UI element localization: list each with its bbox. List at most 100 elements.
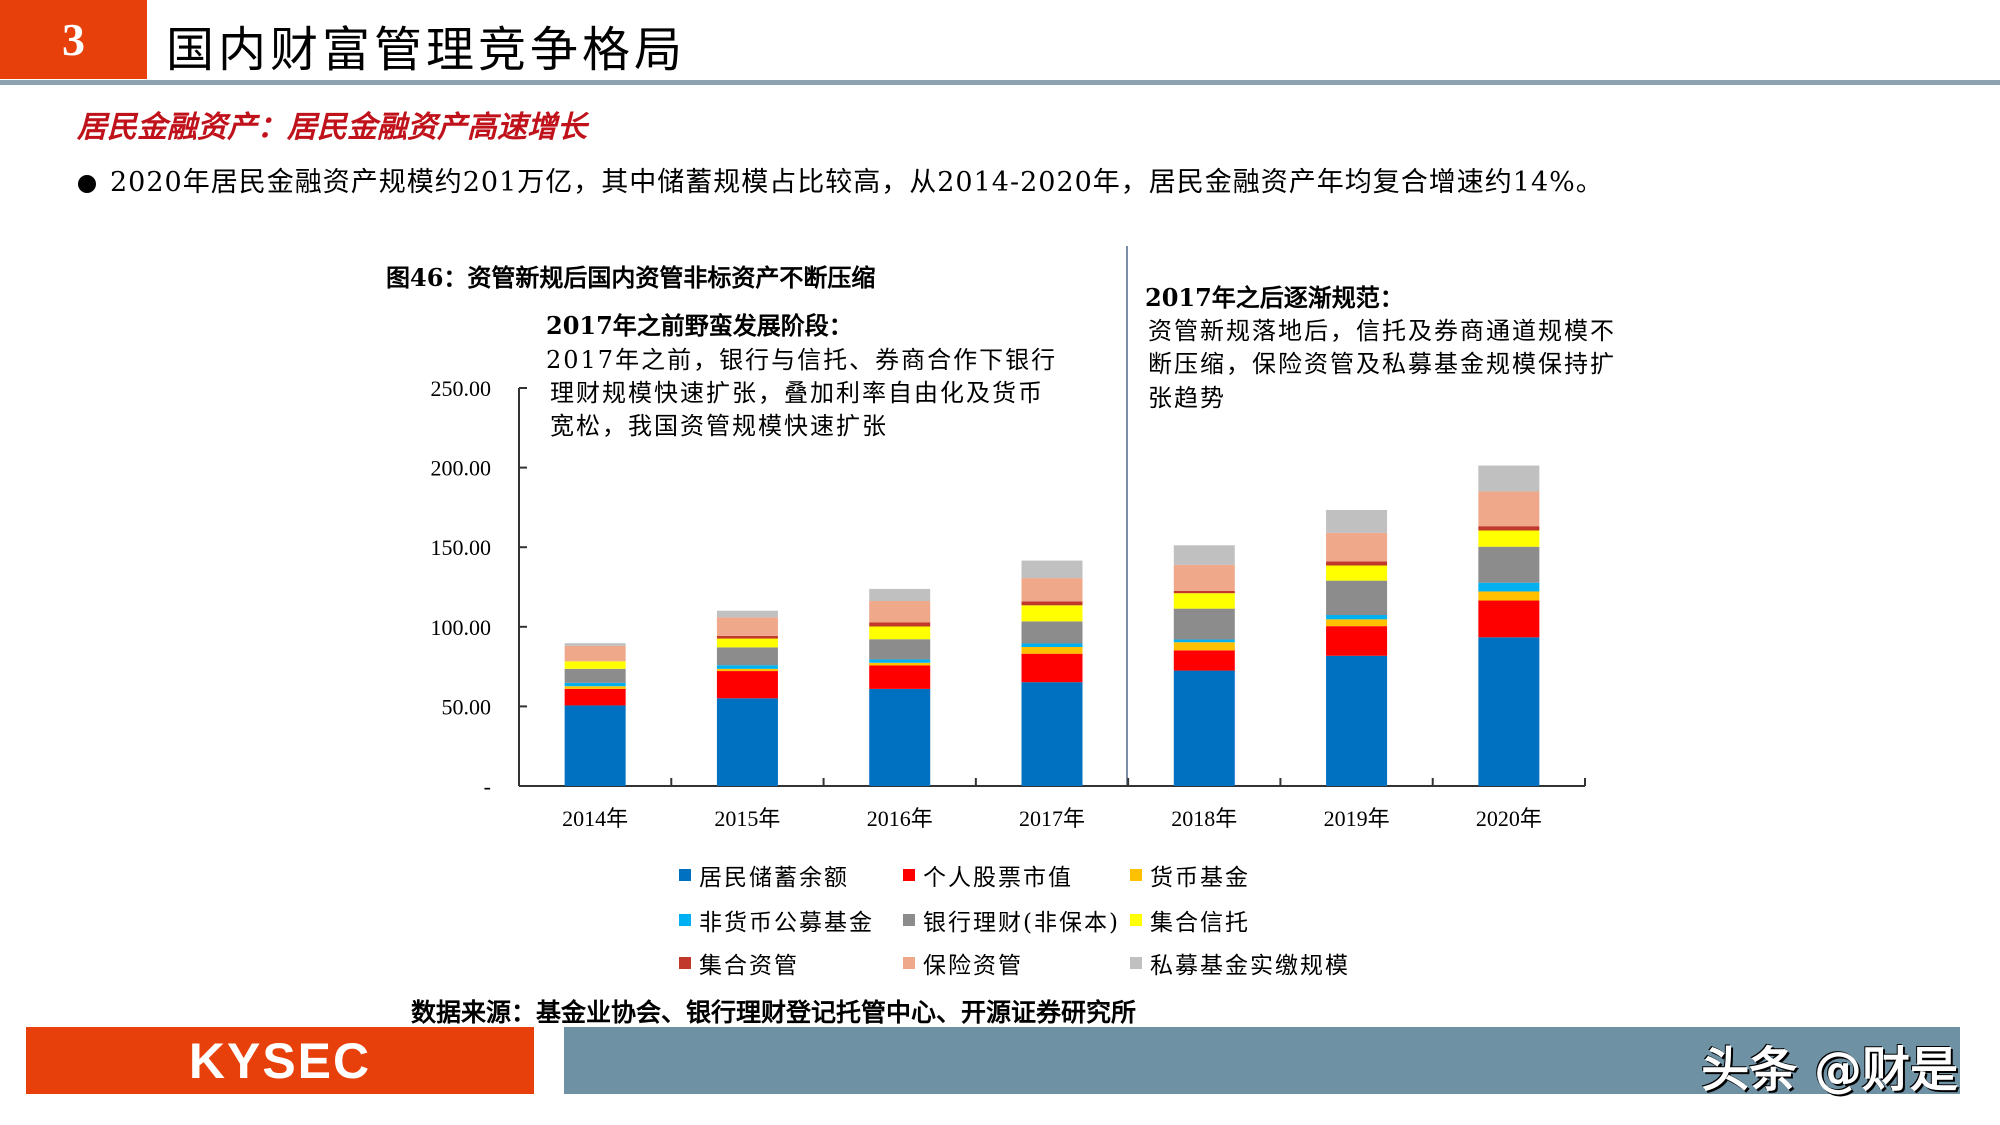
bar-segment bbox=[1326, 615, 1388, 620]
x-tick-label: 2014年 bbox=[562, 806, 628, 831]
legend-item: 集合信托 bbox=[1130, 903, 1250, 937]
bar-segment bbox=[1478, 591, 1540, 601]
legend-swatch bbox=[903, 869, 915, 881]
bullet-icon bbox=[78, 174, 96, 193]
annotation-right-line: 断压缩，保险资管及私募基金规模保持扩 bbox=[1148, 350, 1616, 378]
bar-segment bbox=[1173, 670, 1235, 786]
legend-label: 货币基金 bbox=[1150, 865, 1250, 891]
bar-segment bbox=[1326, 580, 1388, 616]
bar-segment bbox=[869, 601, 931, 623]
annotation-left-line: 宽松，我国资管规模快速扩张 bbox=[550, 412, 888, 440]
bar-segment bbox=[564, 682, 626, 687]
bar-segment bbox=[869, 665, 931, 689]
watermark: 头条 @财是 bbox=[1701, 1042, 1958, 1098]
x-tick-label: 2016年 bbox=[867, 806, 933, 831]
bar-segment bbox=[1173, 639, 1235, 643]
period-divider-line bbox=[1126, 246, 1128, 786]
bar-segment bbox=[1326, 532, 1388, 562]
annotation-right-line: 资管新规落地后，信托及券商通道规模不 bbox=[1148, 317, 1616, 345]
bar-segment bbox=[716, 668, 778, 672]
bar-segment bbox=[716, 647, 778, 666]
section-subtitle: 居民金融资产：居民金融资产高速增长 bbox=[77, 110, 587, 145]
bar-segment bbox=[564, 686, 626, 689]
bar-segment bbox=[564, 668, 626, 683]
bar-segment bbox=[1173, 590, 1235, 594]
legend-swatch bbox=[679, 914, 691, 926]
bar-segment bbox=[1021, 647, 1083, 654]
annotation-right-title: 2017年之后逐渐规范： bbox=[1145, 283, 1404, 312]
x-tick-label: 2019年 bbox=[1324, 806, 1390, 831]
bar-segment bbox=[1326, 509, 1388, 533]
legend-label: 保险资管 bbox=[923, 953, 1023, 979]
bullet-text: 2020年居民金融资产规模约201万亿，其中储蓄规模占比较高，从2014-202… bbox=[110, 167, 1604, 198]
y-tick-label: 250.00 bbox=[431, 376, 492, 401]
bar-segment bbox=[869, 622, 931, 627]
bar-segment bbox=[869, 639, 931, 660]
bar-segment bbox=[1173, 593, 1235, 609]
data-source: 数据来源：基金业协会、银行理财登记托管中心、开源证券研究所 bbox=[411, 998, 1137, 1027]
bar-segment bbox=[1173, 564, 1235, 591]
header-divider bbox=[0, 80, 2000, 85]
section-number: 3 bbox=[0, 0, 147, 79]
legend-item: 集合资管 bbox=[679, 946, 799, 980]
bar-segment bbox=[1021, 653, 1083, 683]
bar-segment bbox=[1173, 608, 1235, 640]
bar-segment bbox=[716, 671, 778, 699]
legend-label: 个人股票市值 bbox=[923, 865, 1073, 891]
bar-segment bbox=[716, 665, 778, 669]
bar-segment bbox=[1021, 621, 1083, 644]
legend-swatch bbox=[679, 957, 691, 969]
bar-segment bbox=[716, 638, 778, 648]
kysec-logo: KYSEC bbox=[26, 1027, 534, 1094]
legend-item: 个人股票市值 bbox=[903, 858, 1073, 892]
legend-item: 私募基金实缴规模 bbox=[1130, 946, 1350, 980]
bullet-point: 2020年居民金融资产规模约201万亿，其中储蓄规模占比较高，从2014-202… bbox=[78, 160, 1604, 199]
legend-label: 私募基金实缴规模 bbox=[1150, 953, 1350, 979]
legend-swatch bbox=[679, 869, 691, 881]
bar-segment bbox=[1021, 601, 1083, 606]
bar-segment bbox=[716, 610, 778, 618]
bar-segment bbox=[1021, 560, 1083, 579]
y-tick-label: 150.00 bbox=[431, 535, 492, 560]
legend-item: 居民储蓄余额 bbox=[679, 858, 849, 892]
annotation-right-line: 张趋势 bbox=[1148, 384, 1226, 412]
legend-swatch bbox=[1130, 869, 1142, 881]
bar-segment bbox=[1173, 642, 1235, 651]
bar-segment bbox=[1326, 565, 1388, 581]
annotation-left-line: 2017年之前，银行与信托、券商合作下银行 bbox=[546, 346, 1058, 374]
x-tick-label: 2018年 bbox=[1171, 806, 1237, 831]
bar-segment bbox=[869, 688, 931, 786]
y-tick-label: - bbox=[484, 774, 491, 799]
bar-segment bbox=[1478, 491, 1540, 527]
bar-segment bbox=[564, 705, 626, 786]
legend-label: 集合资管 bbox=[699, 953, 799, 979]
annotation-left-line: 理财规模快速扩张，叠加利率自由化及货币 bbox=[550, 379, 1044, 407]
bar-segment bbox=[1021, 682, 1083, 786]
bar-segment bbox=[716, 617, 778, 636]
page-title: 国内财富管理竞争格局 bbox=[166, 22, 687, 78]
figure-title: 图46：资管新规后国内资管非标资产不断压缩 bbox=[386, 263, 876, 292]
legend-swatch bbox=[903, 914, 915, 926]
legend-swatch bbox=[1130, 957, 1142, 969]
bar-segment bbox=[1478, 600, 1540, 638]
bar-segment bbox=[1478, 637, 1540, 786]
legend-item: 货币基金 bbox=[1130, 858, 1250, 892]
bar-segment bbox=[564, 688, 626, 706]
bar-segment bbox=[1021, 578, 1083, 602]
x-tick-label: 2015年 bbox=[714, 806, 780, 831]
annotation-left-title: 2017年之前野蛮发展阶段： bbox=[546, 311, 853, 340]
legend-label: 非货币公募基金 bbox=[699, 910, 874, 936]
bar-segment bbox=[1326, 619, 1388, 627]
bar-segment bbox=[564, 645, 626, 662]
y-tick-label: 200.00 bbox=[431, 456, 492, 481]
bar-segment bbox=[716, 698, 778, 786]
legend-label: 银行理财(非保本) bbox=[923, 910, 1120, 936]
y-tick-label: 50.00 bbox=[442, 694, 492, 719]
bar-segment bbox=[1478, 546, 1540, 583]
footer-bar bbox=[564, 1027, 1960, 1094]
bar-segment bbox=[1021, 605, 1083, 622]
bar-segment bbox=[1173, 650, 1235, 671]
legend-swatch bbox=[903, 957, 915, 969]
x-tick-label: 2017年 bbox=[1019, 806, 1085, 831]
bar-segment bbox=[1478, 530, 1540, 547]
